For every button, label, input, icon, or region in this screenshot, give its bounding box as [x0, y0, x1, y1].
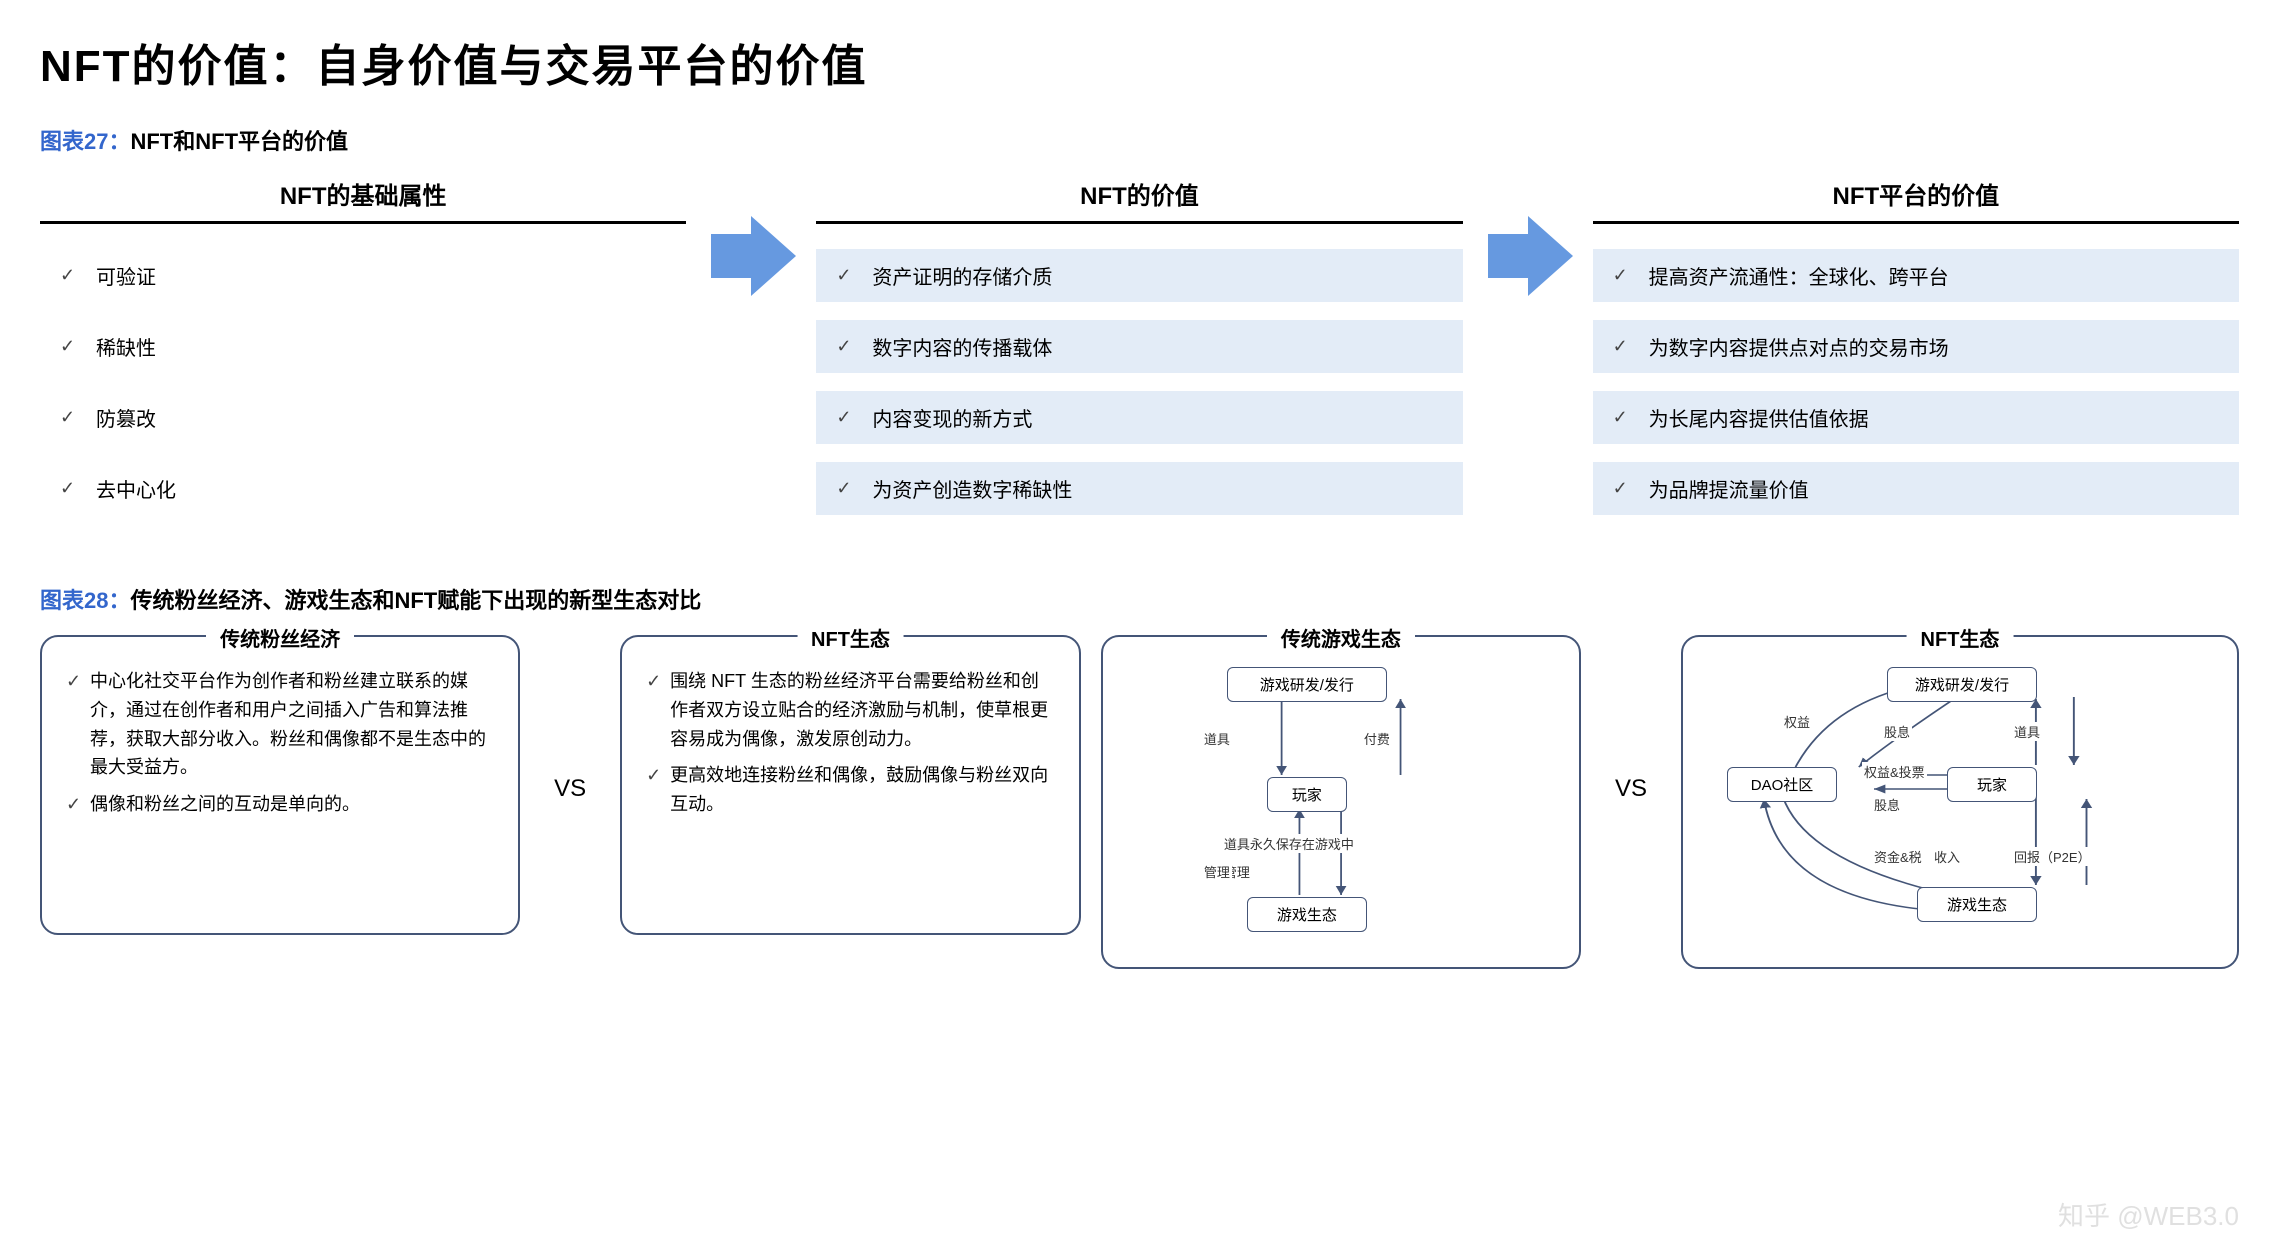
chart27-label: 图表27：NFT和NFT平台的价值 [40, 124, 2239, 156]
arrow-2 [1463, 176, 1593, 256]
box-nft-fan: NFT生态 围绕 NFT 生态的粉丝经济平台需要给粉丝和创作者双方设立贴合的经济… [620, 635, 1081, 935]
list-item: ✓ 为数字内容提供点对点的交易市场 [1593, 320, 2239, 373]
chart28-container: 传统粉丝经济 中心化社交平台作为创作者和粉丝建立联系的媒介，通过在创作者和用户之… [40, 635, 2239, 969]
chart27-col-1: NFT的基础属性 ✓ 可验证 ✓ 稀缺性 ✓ 防篡改 ✓ 去中心化 [40, 176, 686, 533]
item-label: 稀缺性 [96, 332, 156, 361]
edge-label: 道具永久保存在游戏中 [1222, 834, 1356, 853]
edge-label: 股息 [1882, 722, 1912, 741]
check-icon: ✓ [836, 407, 858, 428]
edge-label: 权益 [1782, 712, 1812, 731]
chart27-container: NFT的基础属性 ✓ 可验证 ✓ 稀缺性 ✓ 防篡改 ✓ 去中心化 NFT的价值 ✓ 资产证明的… [40, 176, 2239, 533]
eco-bullet: 围绕 NFT 生态的粉丝经济平台需要给粉丝和创作者双方设立贴合的经济激励与机制，… [646, 667, 1055, 753]
vs-1: VS [540, 635, 600, 803]
list-item: ✓ 去中心化 [40, 462, 686, 515]
box-traditional-game: 传统游戏生态 游戏研发/发行玩家游戏生态道具付费道具永久保存在游戏中管理管理 [1101, 635, 1581, 969]
edge-label: 回报（P2E） [2012, 847, 2093, 866]
vs-2: VS [1601, 635, 1661, 803]
diagram-node: 游戏生态 [1917, 887, 2037, 922]
edge-label: 道具 [1202, 729, 1232, 748]
edge-label: 权益&投票 [1862, 762, 1927, 781]
check-icon: ✓ [836, 336, 858, 357]
watermark: 知乎 @WEB3.0 [2058, 1196, 2239, 1233]
page-title: NFT的价值：自身价值与交易平台的价值 [40, 30, 2239, 94]
check-icon: ✓ [836, 265, 858, 286]
check-icon: ✓ [60, 407, 82, 428]
col1-header: NFT的基础属性 [40, 176, 686, 224]
check-icon: ✓ [1613, 265, 1635, 286]
edge-label: 资金&税 [1872, 847, 1924, 866]
chart28-label-text: 传统粉丝经济、游戏生态和NFT赋能下出现的新型生态对比 [130, 588, 701, 613]
item-label: 可验证 [96, 261, 156, 290]
item-label: 内容变现的新方式 [872, 403, 1032, 432]
check-icon: ✓ [60, 336, 82, 357]
item-label: 为资产创造数字稀缺性 [872, 474, 1072, 503]
chart27-prefix: 图表27： [40, 129, 130, 154]
list-item: ✓ 防篡改 [40, 391, 686, 444]
check-icon: ✓ [1613, 478, 1635, 499]
item-label: 资产证明的存储介质 [872, 261, 1052, 290]
chart27-col-3: NFT平台的价值 ✓ 提高资产流通性：全球化、跨平台 ✓ 为数字内容提供点对点的交易市… [1593, 176, 2239, 533]
item-label: 去中心化 [96, 474, 176, 503]
chart27-label-text: NFT和NFT平台的价值 [130, 129, 348, 154]
col3-header: NFT平台的价值 [1593, 176, 2239, 224]
edge-label: 股息 [1872, 795, 1902, 814]
list-item: ✓ 可验证 [40, 249, 686, 302]
list-item: ✓ 数字内容的传播载体 [816, 320, 1462, 373]
list-item: ✓ 为资产创造数字稀缺性 [816, 462, 1462, 515]
list-item: ✓ 内容变现的新方式 [816, 391, 1462, 444]
diagram-node: 游戏生态 [1247, 897, 1367, 932]
box-nft-game: NFT生态 [1681, 635, 2239, 969]
item-label: 防篡改 [96, 403, 156, 432]
chart27-col-2: NFT的价值 ✓ 资产证明的存储介质 ✓ 数字内容的传播载体 ✓ 内容变现的新方式 ✓ 为资产… [816, 176, 1462, 533]
list-item: ✓ 资产证明的存储介质 [816, 249, 1462, 302]
box3-title: 传统游戏生态 [1267, 623, 1415, 652]
check-icon: ✓ [836, 478, 858, 499]
box4-title: NFT生态 [1907, 623, 2014, 652]
eco-bullet: 更高效地连接粉丝和偶像，鼓励偶像与粉丝双向互动。 [646, 761, 1055, 819]
chart28-label: 图表28：传统粉丝经济、游戏生态和NFT赋能下出现的新型生态对比 [40, 583, 2239, 615]
chart28-prefix: 图表28： [40, 588, 130, 613]
box1-title: 传统粉丝经济 [206, 623, 354, 652]
item-label: 为长尾内容提供估值依据 [1649, 403, 1869, 432]
diagram-node: 游戏研发/发行 [1227, 667, 1387, 702]
col2-header: NFT的价值 [816, 176, 1462, 224]
item-label: 提高资产流通性：全球化、跨平台 [1649, 261, 1949, 290]
check-icon: ✓ [60, 265, 82, 286]
diagram-node: 玩家 [1947, 767, 2037, 802]
eco-bullet: 中心化社交平台作为创作者和粉丝建立联系的媒介，通过在创作者和用户之间插入广告和算… [66, 667, 494, 782]
diagram-node: 玩家 [1267, 777, 1347, 812]
box2-title: NFT生态 [797, 623, 904, 652]
diagram-node: 游戏研发/发行 [1887, 667, 2037, 702]
list-item: ✓ 稀缺性 [40, 320, 686, 373]
edge-label: 付费 [1362, 729, 1392, 748]
list-item: ✓ 为长尾内容提供估值依据 [1593, 391, 2239, 444]
check-icon: ✓ [60, 478, 82, 499]
check-icon: ✓ [1613, 336, 1635, 357]
item-label: 数字内容的传播载体 [872, 332, 1052, 361]
item-label: 为品牌提流量价值 [1649, 474, 1809, 503]
box-traditional-fan: 传统粉丝经济 中心化社交平台作为创作者和粉丝建立联系的媒介，通过在创作者和用户之… [40, 635, 520, 935]
list-item: ✓ 为品牌提流量价值 [1593, 462, 2239, 515]
item-label: 为数字内容提供点对点的交易市场 [1649, 332, 1949, 361]
arrow-1 [686, 176, 816, 256]
check-icon: ✓ [1613, 407, 1635, 428]
eco-bullet: 偶像和粉丝之间的互动是单向的。 [66, 790, 494, 819]
list-item: ✓ 提高资产流通性：全球化、跨平台 [1593, 249, 2239, 302]
diagram-node: DAO社区 [1727, 767, 1837, 802]
edge-label: 管理 [1202, 862, 1232, 881]
edge-label: 收入 [1932, 847, 1962, 866]
edge-label: 道具 [2012, 722, 2042, 741]
